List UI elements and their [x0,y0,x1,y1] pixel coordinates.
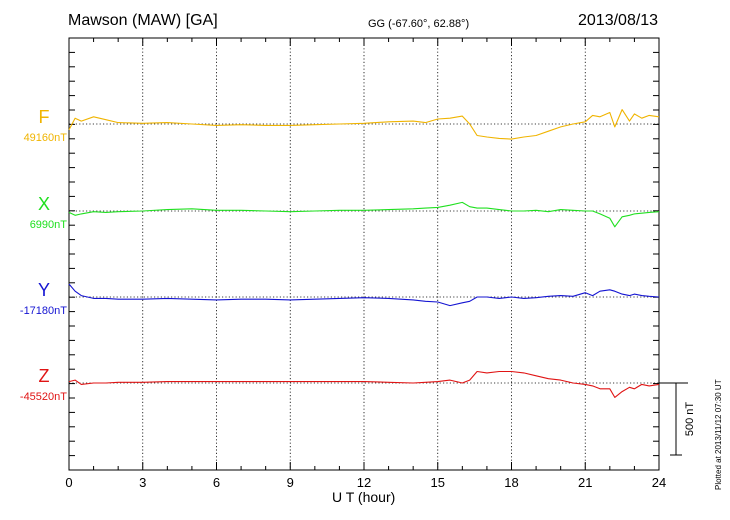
series-traces [68,109,660,398]
series-line-f [68,109,660,140]
series-baseline-y: -17180nT [20,305,67,317]
scale-bar: 500 nT [659,382,696,456]
x-tick-label: 18 [504,475,518,490]
series-name-y: Y [38,280,50,300]
series-baseline-z: -45520nT [20,391,67,403]
plotted-timestamp: Plotted at 2013/11/12 07:30 UT [714,379,723,490]
x-tick-label: 9 [287,475,294,490]
axis-ticks: 0 3 6 9 12 15 18 21 24 [65,37,666,490]
date-label: 2013/08/13 [578,12,659,29]
grid-lines [142,38,586,470]
series-name-z: Z [39,366,50,386]
x-tick-label: 15 [431,475,445,490]
series-line-z [68,370,660,398]
geographic-coordinates: GG (-67.60°, 62.88°) [368,18,470,30]
station-title: Mawson (MAW) [GA] [68,12,218,29]
x-axis-label: U T (hour) [332,489,396,505]
series-name-x: X [38,194,50,214]
series-line-x [68,201,660,228]
scale-bar-label: 500 nT [684,402,696,437]
x-tick-label: 0 [65,475,72,490]
series-labels: F 49160nT X 6990nT Y -17180nT Z -45520nT [20,107,67,403]
series-name-f: F [39,107,50,127]
x-tick-label: 12 [357,475,371,490]
x-tick-label: 6 [213,475,220,490]
series-baseline-f: 49160nT [24,132,68,144]
x-tick-label: 3 [139,475,146,490]
series-baseline-x: 6990nT [30,219,68,231]
x-tick-label: 24 [652,475,666,490]
series-line-y [68,283,660,307]
x-tick-label: 21 [578,475,592,490]
